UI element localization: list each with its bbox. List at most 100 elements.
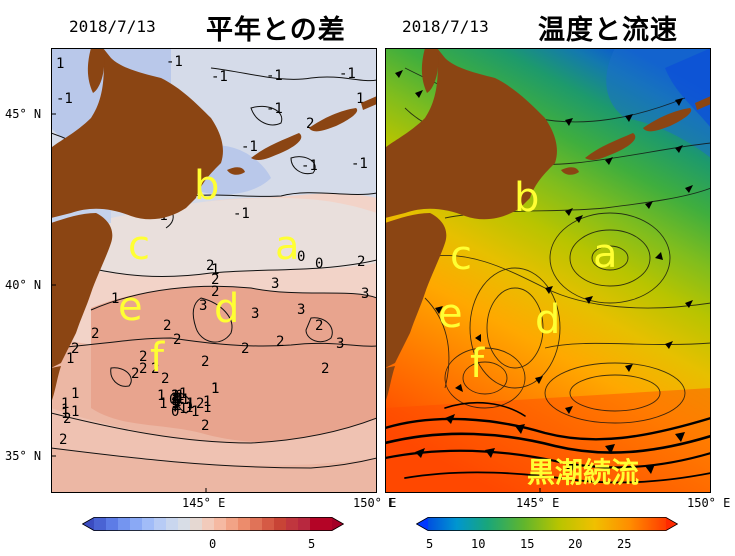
svg-text:1: 1 xyxy=(171,391,179,407)
svg-text:1: 1 xyxy=(173,391,181,407)
svg-text:2: 2 xyxy=(306,116,314,132)
right-edge-e: E xyxy=(388,496,396,510)
left-label-f: f xyxy=(150,335,165,381)
svg-text:3: 3 xyxy=(297,302,305,318)
svg-text:1: 1 xyxy=(56,56,64,72)
svg-text:2: 2 xyxy=(131,366,139,382)
svg-text:1: 1 xyxy=(171,396,179,412)
svg-text:1: 1 xyxy=(203,400,211,416)
temperature-flow-map xyxy=(385,48,711,493)
svg-text:1: 1 xyxy=(66,351,74,367)
svg-text:1: 1 xyxy=(211,381,219,397)
svg-text:2: 2 xyxy=(139,361,147,377)
svg-text:-1: -1 xyxy=(241,139,258,155)
svg-text:3: 3 xyxy=(336,336,344,352)
svg-text:2: 2 xyxy=(151,361,159,377)
svg-text:1: 1 xyxy=(111,291,119,307)
svg-text:1: 1 xyxy=(211,262,219,278)
right-cb-tick-20: 20 xyxy=(568,537,583,551)
svg-text:0: 0 xyxy=(169,392,177,408)
svg-text:-1: -1 xyxy=(301,158,318,174)
svg-text:1: 1 xyxy=(179,386,187,402)
left-cb-tick-5: 5 xyxy=(308,537,316,551)
svg-text:3: 3 xyxy=(271,276,279,292)
left-lon-145: 145° E xyxy=(182,496,226,510)
right-label-e: e xyxy=(438,291,463,337)
left-label-b: b xyxy=(194,163,220,209)
svg-text:2: 2 xyxy=(276,334,284,350)
left-label-a: a xyxy=(275,223,300,269)
svg-text:-1: -1 xyxy=(211,69,228,85)
svg-text:2: 2 xyxy=(173,398,181,414)
svg-text:1: 1 xyxy=(185,400,193,416)
right-label-d: d xyxy=(535,297,561,343)
svg-text:0: 0 xyxy=(173,391,181,407)
right-title: 温度と流速 xyxy=(538,15,678,46)
left-label-c: c xyxy=(128,223,150,269)
svg-text:2: 2 xyxy=(315,318,323,334)
svg-text:1: 1 xyxy=(186,396,194,412)
svg-text:2: 2 xyxy=(171,388,179,404)
svg-text:3: 3 xyxy=(251,306,259,322)
svg-text:-1: -1 xyxy=(56,91,73,107)
svg-text:2: 2 xyxy=(321,361,329,377)
svg-text:2: 2 xyxy=(196,396,204,412)
svg-text:1: 1 xyxy=(176,388,184,404)
svg-text:2: 2 xyxy=(59,432,67,448)
left-label-d: d xyxy=(214,286,240,332)
svg-text:1: 1 xyxy=(171,388,179,404)
anomaly-colorbar xyxy=(82,517,344,531)
svg-text:2: 2 xyxy=(206,258,214,274)
svg-text:0: 0 xyxy=(171,404,179,420)
svg-text:-1: -1 xyxy=(351,156,368,172)
svg-text:1: 1 xyxy=(61,402,69,418)
svg-text:1: 1 xyxy=(61,406,69,422)
right-cb-tick-10: 10 xyxy=(471,537,486,551)
svg-text:2: 2 xyxy=(71,341,79,357)
right-cb-tick-5: 5 xyxy=(426,537,434,551)
svg-text:2: 2 xyxy=(63,411,71,427)
svg-text:1: 1 xyxy=(71,404,79,420)
svg-text:2: 2 xyxy=(139,349,147,365)
svg-text:1: 1 xyxy=(179,401,187,417)
svg-text:1: 1 xyxy=(171,391,179,407)
left-lat-35: 35° N xyxy=(5,449,42,463)
svg-text:2: 2 xyxy=(173,332,181,348)
svg-text:1: 1 xyxy=(173,398,181,414)
svg-text:1: 1 xyxy=(173,394,181,410)
svg-text:1: 1 xyxy=(157,388,165,404)
left-date: 2018/7/13 xyxy=(69,17,156,36)
svg-text:2: 2 xyxy=(201,354,209,370)
right-label-a: a xyxy=(593,231,618,277)
svg-text:1: 1 xyxy=(176,391,184,407)
right-cb-tick-25: 25 xyxy=(617,537,632,551)
svg-text:0: 0 xyxy=(315,256,323,272)
svg-text:3: 3 xyxy=(361,286,369,302)
svg-text:1: 1 xyxy=(159,396,167,412)
right-lon-150: 150° E xyxy=(687,496,731,510)
svg-text:2: 2 xyxy=(357,254,365,270)
svg-text:1: 1 xyxy=(191,404,199,420)
svg-text:1: 1 xyxy=(171,391,179,407)
svg-text:-1: -1 xyxy=(166,54,183,70)
svg-text:1: 1 xyxy=(71,386,79,402)
svg-text:1: 1 xyxy=(171,395,179,411)
svg-text:2: 2 xyxy=(91,326,99,342)
svg-text:-1: -1 xyxy=(233,206,250,222)
right-lon-145: 145° E xyxy=(516,496,560,510)
svg-text:2: 2 xyxy=(241,341,249,357)
svg-text:-1: -1 xyxy=(266,68,283,84)
svg-text:0: 0 xyxy=(297,249,305,265)
svg-text:1: 1 xyxy=(211,381,219,397)
right-label-b: b xyxy=(514,175,540,221)
svg-text:-1: -1 xyxy=(339,66,356,82)
left-cb-tick-0: 0 xyxy=(209,537,217,551)
svg-text:1: 1 xyxy=(171,393,179,409)
svg-text:1: 1 xyxy=(61,396,69,412)
svg-text:1: 1 xyxy=(181,392,189,408)
svg-text:1: 1 xyxy=(356,91,364,107)
anomaly-map: 1-1-1 -1-1-1 -11-1 2-11 -1-1-1 -12-2 001… xyxy=(51,48,377,493)
svg-text:2: 2 xyxy=(201,418,209,434)
svg-text:-1: -1 xyxy=(266,101,283,117)
svg-text:2: 2 xyxy=(163,318,171,334)
